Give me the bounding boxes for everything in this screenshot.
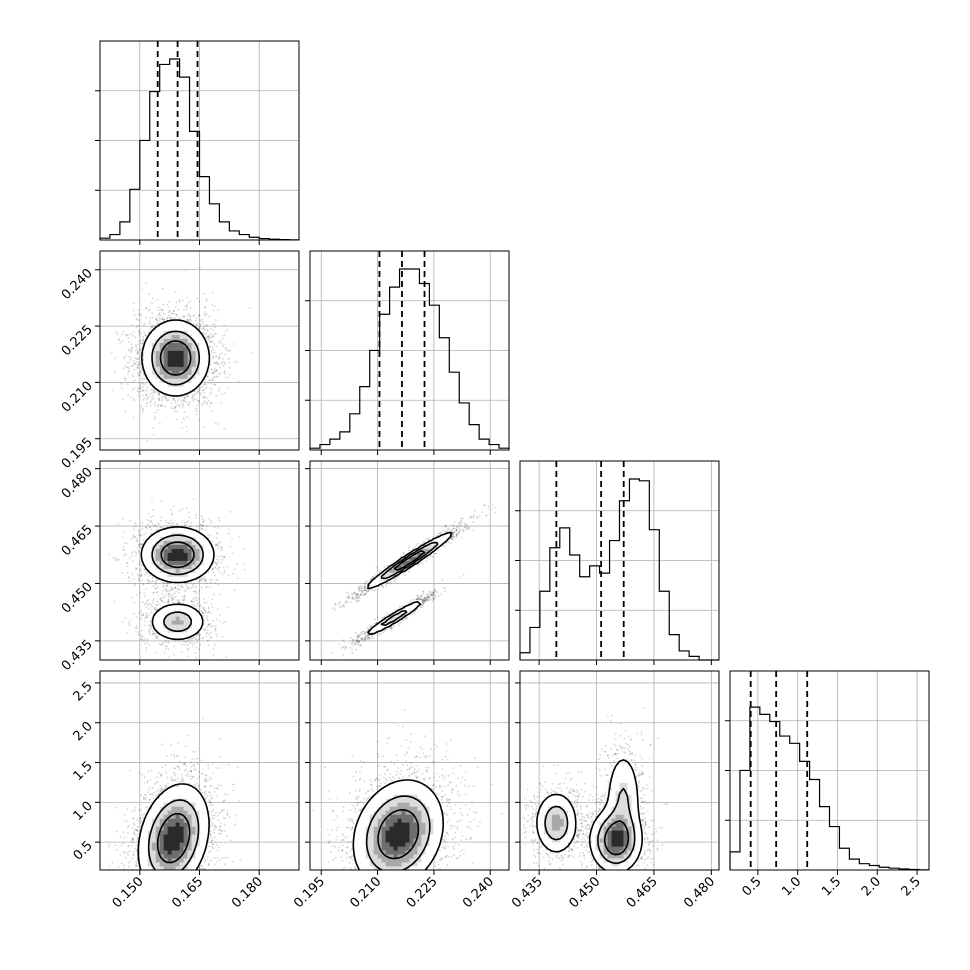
x-tick-label: 0.480 (681, 874, 718, 911)
scatter-panel: 0.435 0.450 0.465 0.480 (509, 670, 720, 911)
scatter-panel: 0.195 0.210 0.225 0.240 (291, 670, 510, 911)
panel-frame (309, 250, 510, 451)
contour-line (393, 550, 426, 571)
x-tick-label: 0.240 (460, 874, 497, 911)
scatter-panel: 0.150 0.165 0.180 0.5 1.0 1.5 2.0 2.5 (71, 670, 300, 911)
density-contours (367, 531, 452, 635)
histogram-panel (305, 250, 510, 455)
x-tick-label: 0.225 (404, 874, 441, 911)
panel-frame (309, 460, 510, 661)
density-contours (141, 319, 211, 397)
contour-line (367, 531, 452, 635)
histogram-panel: 0.5 1.0 1.5 2.0 2.5 (725, 670, 930, 899)
x-tick-label: 0.195 (291, 874, 328, 911)
histogram-step (99, 58, 300, 241)
scatter-panel (305, 460, 510, 665)
contour-line (151, 330, 201, 386)
contour-line (147, 799, 200, 870)
contour-line (365, 795, 431, 870)
x-tick-label: 0.450 (566, 874, 603, 911)
x-tick-label: 2.0 (859, 874, 884, 899)
contour-line (352, 779, 444, 870)
histogram-step (309, 268, 510, 450)
contour-line (604, 820, 630, 856)
y-tick-label: 0.225 (59, 322, 96, 359)
histogram-step (729, 706, 930, 871)
x-tick-label: 1.0 (779, 874, 804, 899)
density-contours (140, 526, 215, 641)
x-tick-label: 0.210 (347, 874, 384, 911)
panel-frame (309, 670, 510, 871)
contour-line (151, 534, 204, 632)
panel-frame (519, 670, 720, 871)
x-tick-label: 1.5 (819, 874, 844, 899)
scatter-panel: 0.195 0.210 0.225 0.240 (59, 250, 300, 472)
contour-line (544, 787, 636, 865)
x-tick-label: 0.180 (229, 874, 266, 911)
scatter-points (330, 504, 497, 657)
y-tick-label: 1.0 (71, 799, 96, 824)
contour-line (156, 813, 191, 864)
contour-line (140, 526, 215, 641)
contour-line (159, 340, 192, 376)
contour-line (380, 541, 439, 626)
density-fill (353, 778, 442, 870)
contour-line (137, 783, 210, 870)
y-tick-label: 0.465 (59, 522, 96, 559)
x-tick-label: 0.165 (169, 874, 206, 911)
x-tick-label: 2.5 (899, 874, 924, 899)
panels-layer: 0.195 0.210 0.225 0.240 0.435 0.450 0.465 0.480… (59, 40, 930, 911)
contour-line (377, 809, 420, 860)
density-contours (352, 779, 444, 870)
x-tick-label: 0.435 (509, 874, 546, 911)
x-tick-label: 0.465 (624, 874, 661, 911)
histogram-step (519, 478, 719, 661)
y-tick-label: 1.5 (71, 759, 96, 784)
y-tick-label: 0.5 (71, 838, 96, 863)
density-contours (137, 783, 210, 870)
y-tick-label: 0.435 (59, 637, 96, 674)
scatter-panel: 0.435 0.450 0.465 0.480 (59, 460, 300, 674)
panel-frame (519, 460, 720, 661)
y-tick-label: 0.240 (59, 266, 96, 303)
y-tick-label: 2.0 (71, 719, 96, 744)
y-tick-label: 0.195 (59, 435, 96, 472)
y-tick-label: 0.480 (59, 465, 96, 502)
histogram-panel (95, 40, 300, 245)
density-contours (536, 759, 643, 870)
x-tick-label: 0.150 (110, 874, 147, 911)
contour-line (141, 319, 211, 397)
y-tick-label: 0.210 (59, 379, 96, 416)
y-tick-label: 2.5 (71, 679, 96, 704)
y-tick-label: 0.450 (59, 580, 96, 617)
panel-frame (729, 670, 930, 871)
contour-line (160, 541, 195, 569)
contour-line (536, 759, 643, 870)
x-tick-label: 0.5 (739, 874, 764, 899)
histogram-panel (515, 460, 720, 665)
